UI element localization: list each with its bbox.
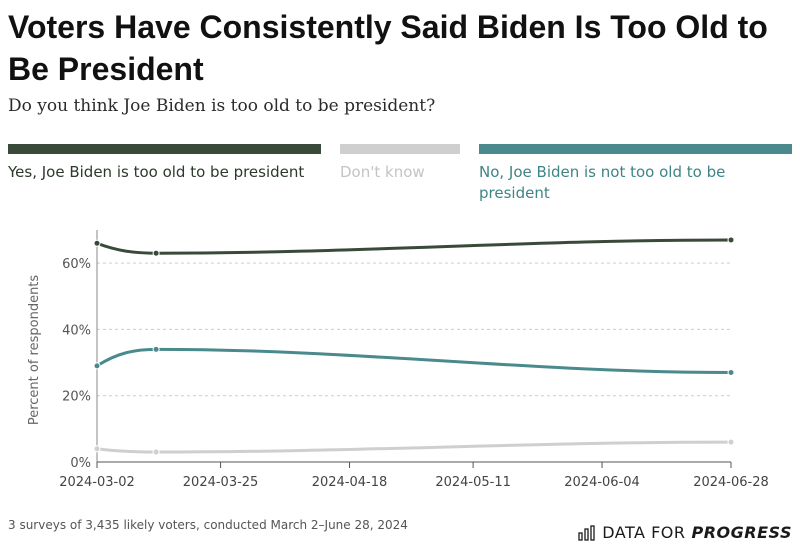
y-tick-label: 0% [70,456,91,471]
series-line [95,238,733,255]
y-tick-label: 40% [62,323,91,338]
footnote: 3 surveys of 3,435 likely voters, conduc… [8,518,408,532]
x-tick-label: 2024-03-02 [59,475,135,490]
y-tick-label: 20% [62,390,91,405]
bar-chart-icon [578,524,595,541]
legend-label-yes: Yes, Joe Biden is too old to be presiden… [8,163,305,181]
data-point [727,369,735,377]
chart-title: Voters Have Consistently Said Biden Is T… [8,9,768,87]
legend-label-no: No, Joe Biden is not too old to be presi… [479,163,726,202]
series-layer [93,236,735,456]
grid-layer [97,262,731,463]
x-tick-label: 2024-03-25 [183,475,259,490]
data-point [727,236,735,244]
x-tick-label: 2024-05-11 [435,475,511,490]
legend-item-dont-know: Don't know [340,144,460,183]
brand-logo: DATA FOR PROGRESS [578,523,792,542]
data-point [93,445,101,453]
chart-legend: Yes, Joe Biden is too old to be presiden… [8,144,792,204]
series-line [95,347,733,375]
x-tick-label: 2024-06-04 [564,475,640,490]
legend-swatch-no [479,144,792,154]
brand-strong: PROGRESS [691,523,792,542]
data-point [152,448,160,456]
chart-subtitle: Do you think Joe Biden is too old to be … [8,96,436,116]
data-point [152,345,160,353]
y-tick-label: 60% [62,257,91,272]
legend-swatch-dont-know [340,144,460,154]
legend-swatch-yes [8,144,321,154]
legend-item-no: No, Joe Biden is not too old to be presi… [479,144,792,204]
data-point [152,249,160,257]
data-point [93,239,101,247]
legend-label-dont-know: Don't know [340,163,425,181]
x-tick-label: 2024-04-18 [312,475,388,490]
line-chart: 0% 20% 40% 60% 2024-03-02 2024-03-25 2024-04-1… [27,230,769,490]
data-point [727,438,735,446]
legend-item-yes: Yes, Joe Biden is too old to be presiden… [8,144,321,183]
data-point [93,362,101,370]
brand-prefix: DATA FOR [602,523,686,542]
x-tick-label: 2024-06-28 [693,475,769,490]
axis-layer: 0% 20% 40% 60% 2024-03-02 2024-03-25 2024-04-1… [59,230,769,490]
series-line [95,440,733,454]
y-axis-label: Percent of respondents [27,275,42,426]
